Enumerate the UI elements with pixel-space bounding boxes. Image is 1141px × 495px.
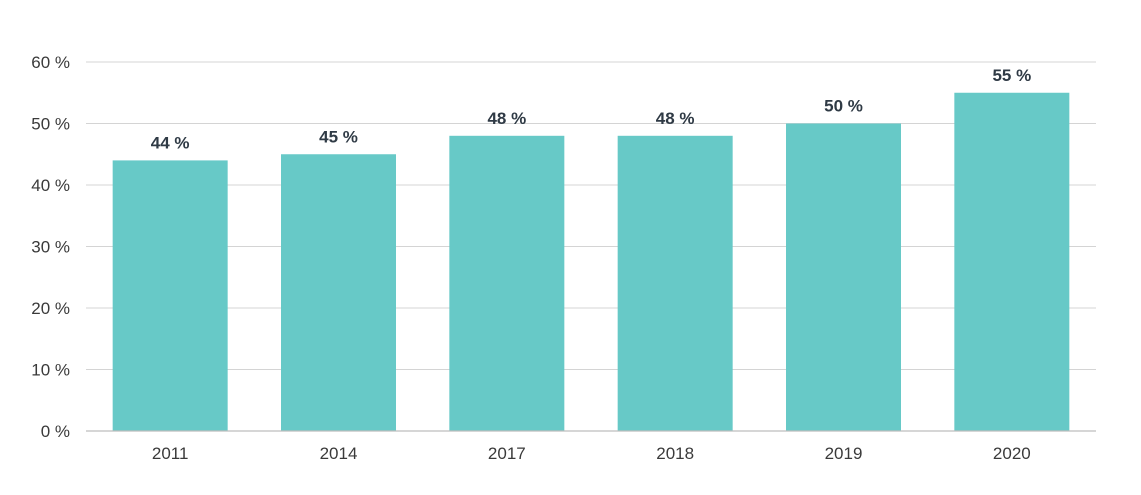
- bars: [112, 92, 1070, 432]
- data-label-2017: 48 %: [487, 109, 526, 128]
- x-axis-tick-labels: 2011 2014 2017 2018 2019 2020: [152, 444, 1031, 463]
- y-tick-label: 40 %: [31, 176, 70, 195]
- gridlines: [86, 61, 1096, 370]
- bar-2017: [449, 135, 565, 432]
- y-tick-label: 10 %: [31, 361, 70, 380]
- bar-2018: [617, 135, 733, 432]
- x-tick-label: 2020: [993, 444, 1031, 463]
- bar-2019: [786, 123, 901, 431]
- data-label-2014: 45 %: [319, 127, 358, 146]
- data-labels: 44 % 45 % 48 % 48 % 50 % 55 %: [151, 66, 1031, 153]
- data-label-2020: 55 %: [992, 66, 1031, 85]
- y-tick-label: 0 %: [41, 422, 70, 441]
- x-tick-label: 2014: [320, 444, 358, 463]
- x-tick-label: 2017: [488, 444, 526, 463]
- x-tick-label: 2018: [656, 444, 694, 463]
- bar-2011: [112, 160, 228, 431]
- bar-2020: [954, 92, 1070, 431]
- data-label-2011: 44 %: [151, 133, 190, 152]
- y-axis-tick-labels: 0 % 10 % 20 % 30 % 40 % 50 % 60 %: [31, 53, 70, 441]
- y-tick-label: 30 %: [31, 238, 70, 257]
- x-tick-label: 2019: [825, 444, 863, 463]
- y-tick-label: 60 %: [31, 53, 70, 72]
- x-tick-label: 2011: [152, 444, 189, 463]
- data-label-2019: 50 %: [824, 97, 863, 116]
- data-label-2018: 48 %: [656, 109, 695, 128]
- y-tick-label: 20 %: [31, 299, 70, 318]
- bar-2014: [281, 154, 396, 431]
- y-tick-label: 50 %: [31, 115, 70, 134]
